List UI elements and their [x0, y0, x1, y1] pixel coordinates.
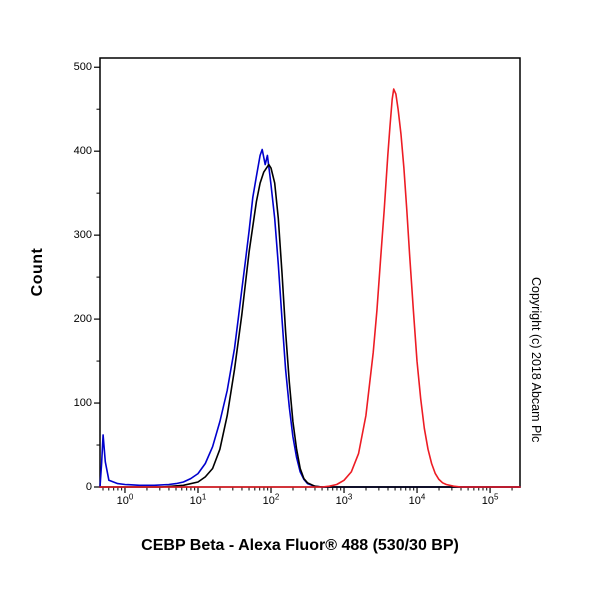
- x-tick-label: 105: [481, 492, 499, 507]
- x-tick-label: 101: [189, 492, 207, 507]
- series-red: [99, 88, 521, 488]
- y-tick-label: 300: [73, 229, 92, 242]
- x-tick-label: 100: [116, 492, 134, 507]
- y-tick-label: 0: [85, 481, 92, 493]
- y-tick-label: 500: [73, 61, 92, 74]
- copyright-notice: Copyright (c) 2018 Abcam Plc: [529, 277, 543, 443]
- x-axis-title: CEBP Beta - Alexa Fluor® 488 (530/30 BP): [141, 537, 459, 554]
- plot-border: [99, 57, 521, 488]
- y-tick-label: 100: [73, 397, 92, 410]
- series-black: [99, 163, 521, 488]
- x-tick-label: 103: [335, 492, 353, 507]
- y-tick-label: 200: [73, 313, 92, 326]
- y-axis-title: Count: [29, 247, 46, 297]
- x-tick-label: 102: [262, 492, 280, 507]
- x-tick-label: 104: [408, 492, 426, 507]
- y-tick-label: 400: [73, 145, 92, 158]
- series-blue: [99, 148, 521, 488]
